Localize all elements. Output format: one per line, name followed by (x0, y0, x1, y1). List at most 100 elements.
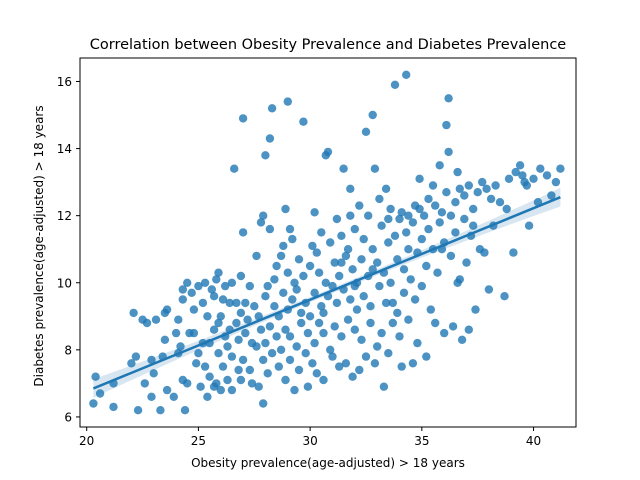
data-point (484, 285, 494, 294)
data-point (227, 352, 237, 361)
data-point (254, 382, 263, 391)
data-point (399, 265, 409, 274)
data-point (370, 164, 380, 173)
data-point (366, 318, 375, 328)
data-point (404, 315, 413, 324)
data-point (451, 198, 460, 207)
data-point (288, 295, 297, 304)
data-point (431, 318, 440, 328)
data-point (109, 402, 118, 412)
data-point (395, 332, 404, 341)
data-point (207, 285, 216, 294)
data-point (524, 221, 534, 230)
data-point (312, 369, 321, 378)
data-point (486, 194, 496, 204)
data-point (214, 268, 223, 277)
data-point (515, 161, 525, 170)
data-point (256, 325, 266, 334)
data-point (160, 335, 170, 344)
data-point (551, 177, 561, 187)
data-point (368, 265, 377, 274)
data-point (437, 208, 447, 217)
data-point (241, 298, 250, 308)
data-point (261, 292, 270, 301)
data-point (435, 161, 444, 170)
data-point (314, 318, 324, 328)
data-point (151, 315, 161, 324)
data-point (281, 325, 290, 334)
data-point (176, 342, 185, 351)
data-point (346, 211, 355, 220)
data-point (390, 231, 400, 240)
data-point (390, 80, 400, 90)
data-point (444, 147, 453, 157)
data-point (359, 234, 368, 244)
data-point (89, 399, 98, 408)
data-point (502, 204, 511, 214)
data-point (245, 365, 254, 375)
y-tick-label: 16 (57, 75, 72, 89)
data-point (332, 214, 342, 224)
data-point (216, 312, 225, 321)
data-point (243, 315, 252, 324)
data-point (308, 359, 317, 368)
data-point (348, 372, 357, 381)
data-point (285, 355, 295, 365)
data-point (133, 406, 143, 415)
data-point (178, 295, 187, 304)
data-point (212, 379, 221, 388)
data-point (335, 271, 344, 281)
data-point (290, 385, 299, 395)
data-point (480, 248, 489, 257)
data-point (408, 218, 418, 227)
data-point (357, 255, 366, 264)
y-tick-label: 14 (57, 142, 72, 156)
data-point (147, 392, 156, 401)
data-point (270, 275, 279, 284)
data-point (321, 278, 330, 287)
y-tick-label: 8 (64, 343, 72, 357)
data-point (292, 342, 301, 351)
data-point (227, 385, 237, 395)
x-tick-label: 40 (526, 434, 541, 448)
data-point (335, 362, 344, 371)
x-axis-ticks: 20 25 30 35 40 (79, 427, 541, 448)
data-point (536, 164, 545, 173)
data-point (169, 392, 178, 401)
data-point (238, 355, 248, 365)
data-point (290, 278, 299, 287)
data-point (221, 281, 230, 291)
data-point (471, 305, 480, 314)
data-point (346, 295, 355, 304)
x-tick-label: 20 (79, 434, 94, 448)
data-point (509, 248, 518, 257)
data-point (319, 375, 328, 385)
data-point (142, 318, 152, 328)
data-point (272, 332, 281, 341)
data-point (433, 268, 442, 277)
data-point (402, 70, 411, 80)
data-point (230, 164, 239, 173)
data-point (227, 278, 237, 287)
data-point (422, 261, 431, 271)
data-point (241, 328, 250, 338)
data-point (267, 104, 277, 113)
data-point (384, 238, 393, 247)
data-point (332, 298, 342, 308)
data-point (162, 305, 172, 314)
data-point (194, 349, 203, 358)
data-point (522, 181, 531, 190)
data-point (330, 258, 339, 267)
data-point (223, 375, 232, 385)
data-point (276, 345, 286, 354)
data-point (343, 245, 353, 254)
x-axis-label: Obesity prevalence(age-adjusted) > 18 ye… (191, 456, 465, 470)
data-point (194, 281, 203, 291)
data-point (317, 228, 326, 237)
data-point (469, 204, 478, 214)
data-point (294, 255, 304, 264)
data-point (270, 302, 279, 311)
data-point (384, 214, 393, 224)
data-point (388, 298, 397, 308)
